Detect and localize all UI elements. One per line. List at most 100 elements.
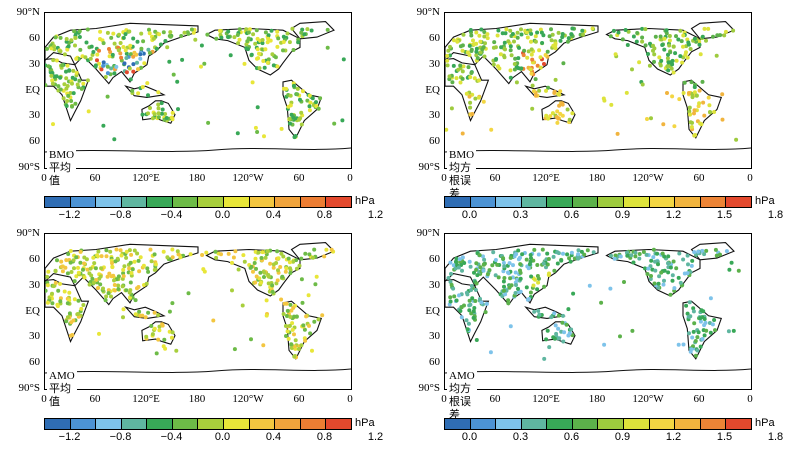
colorbar-swatch <box>326 419 351 429</box>
lon-label: 120°E <box>532 393 560 405</box>
station-dot <box>141 39 146 44</box>
station-dot <box>116 274 121 279</box>
station-dot <box>541 261 546 266</box>
station-dot <box>314 274 319 279</box>
station-dot <box>667 34 672 38</box>
station-dot <box>159 111 164 116</box>
colorbar-tick-label: 1.5 <box>716 209 733 221</box>
station-dot <box>244 27 249 32</box>
station-dot <box>567 256 572 261</box>
station-dot <box>502 40 507 45</box>
lon-label: 60 <box>489 393 501 405</box>
colorbar-swatch <box>275 419 301 429</box>
station-dot <box>549 38 554 43</box>
lat-label: 30 <box>429 109 440 122</box>
station-dot <box>685 311 690 316</box>
station-dot <box>462 303 466 308</box>
station-dot <box>160 107 165 112</box>
station-dot <box>544 113 549 118</box>
station-dot <box>528 290 533 295</box>
station-dot <box>643 27 648 32</box>
station-dot <box>542 284 547 289</box>
station-dot <box>142 61 147 66</box>
station-dot <box>73 35 78 40</box>
station-dot <box>307 104 312 109</box>
station-dot <box>708 330 713 335</box>
station-dot <box>257 66 262 71</box>
station-dot <box>554 115 559 120</box>
station-dot <box>285 329 290 334</box>
station-dot <box>109 66 114 71</box>
station-dot <box>731 328 736 333</box>
station-dot <box>702 252 707 257</box>
station-dot <box>281 254 286 259</box>
station-dot <box>50 301 55 306</box>
station-dot <box>107 271 112 276</box>
station-dot <box>143 315 148 320</box>
station-dot <box>531 89 536 94</box>
station-dot <box>116 48 121 53</box>
station-dot <box>279 251 284 256</box>
station-dot <box>557 336 561 341</box>
station-dot <box>56 84 61 89</box>
station-dot <box>255 36 260 41</box>
station-dot <box>734 137 739 142</box>
station-dot <box>543 53 548 57</box>
colorbar-tick-label: −0.8 <box>109 431 132 443</box>
station-dot <box>254 266 258 271</box>
station-dot <box>657 55 662 60</box>
station-dot <box>107 47 111 51</box>
station-dot <box>242 61 247 66</box>
station-dot <box>689 125 694 129</box>
station-dot <box>659 58 664 63</box>
station-dot <box>579 249 584 254</box>
station-dot <box>241 253 246 258</box>
station-dot <box>678 28 683 33</box>
station-dot <box>230 288 234 293</box>
coastline <box>445 22 599 85</box>
station-dot <box>532 247 537 252</box>
station-dot <box>631 34 636 39</box>
station-dot <box>163 39 168 43</box>
station-dot <box>138 56 143 61</box>
station-dot <box>671 70 676 75</box>
station-dot <box>123 32 128 37</box>
station-dot <box>58 87 63 92</box>
station-dot <box>553 77 558 82</box>
station-dot <box>307 323 311 328</box>
station-dot <box>468 75 473 80</box>
station-dot <box>130 88 135 93</box>
station-dot <box>477 33 482 38</box>
station-dot <box>465 327 470 332</box>
station-dot <box>104 248 109 253</box>
station-dot <box>501 256 506 261</box>
station-dot <box>513 270 518 275</box>
station-dot <box>174 348 179 353</box>
station-dot <box>479 300 484 305</box>
station-dot <box>135 251 140 256</box>
station-dot <box>118 41 123 45</box>
station-dot <box>232 347 237 352</box>
station-dot <box>688 314 693 319</box>
station-dot <box>445 53 450 58</box>
coastline <box>141 321 176 345</box>
station-dot <box>70 81 74 86</box>
station-dot <box>286 256 291 261</box>
station-dot <box>456 67 461 72</box>
station-dot <box>281 312 286 316</box>
station-dot <box>704 248 709 253</box>
station-dot <box>649 116 653 121</box>
station-dot <box>116 287 121 292</box>
station-dot <box>696 330 701 335</box>
station-dot <box>157 324 162 329</box>
colorbar-swatch <box>147 419 173 429</box>
station-dot <box>263 47 268 52</box>
station-dot <box>470 112 475 116</box>
station-dot <box>117 32 121 37</box>
station-dot <box>70 333 75 337</box>
station-dot <box>163 346 168 351</box>
station-dot <box>99 254 104 259</box>
colorbar-tick-label: −0.8 <box>109 209 132 221</box>
colorbar-tick-label: 1.2 <box>367 209 384 221</box>
station-dot <box>170 255 175 260</box>
